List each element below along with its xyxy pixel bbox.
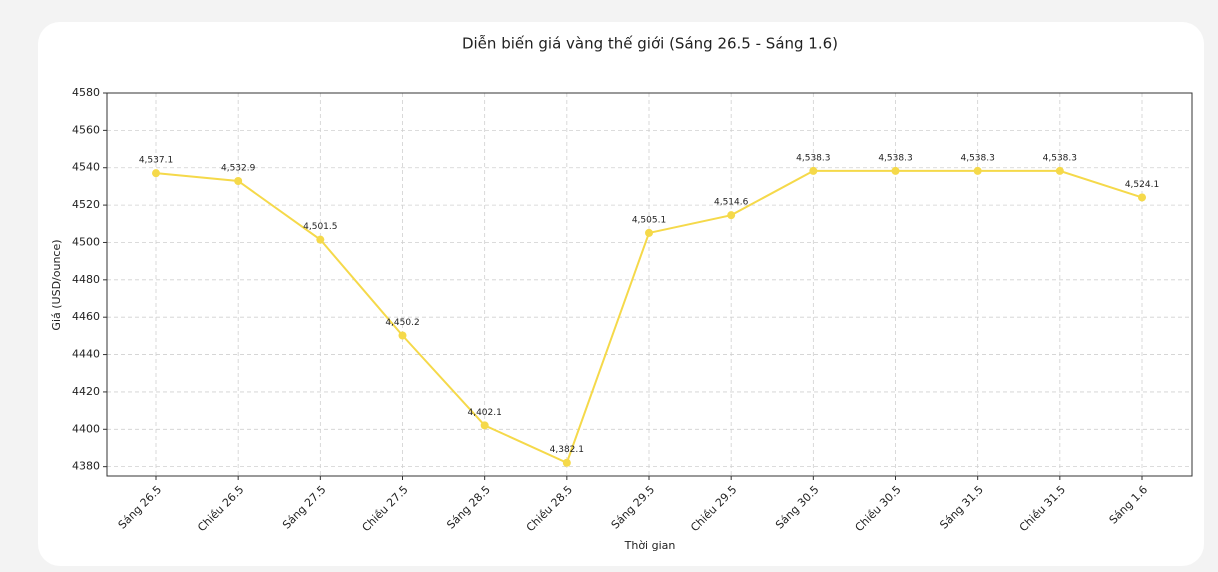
data-label: 4,532.9 [221,163,256,173]
y-tick-label: 4520 [72,198,100,211]
data-label: 4,450.2 [385,318,419,328]
data-label: 4,501.5 [303,222,337,232]
point [645,228,653,237]
point [562,458,571,467]
data-label: 4,537.1 [139,156,173,166]
y-tick-label: 4580 [72,86,100,99]
y-tick-label: 4420 [72,385,100,398]
point [234,176,243,185]
point [152,169,160,178]
point [809,166,818,175]
y-tick-label: 4400 [72,422,100,435]
y-axis-label: Giá (USD/ounce) [50,239,63,330]
point [398,331,407,340]
chart-title: Diễn biến giá vàng thế giới (Sáng 26.5 -… [462,35,838,53]
y-tick-label: 4440 [72,348,100,361]
data-label: 4,505.1 [632,215,666,225]
point [1055,166,1064,175]
data-label: 4,538.3 [960,153,994,163]
data-label: 4,514.6 [714,198,749,208]
point [316,235,325,244]
y-tick-label: 4540 [72,161,100,174]
data-label: 4,402.1 [467,408,501,418]
y-tick-label: 4460 [72,310,100,323]
plot-frame [106,92,1193,477]
point [1138,193,1146,202]
y-tick-label: 4500 [72,235,100,248]
y-tick-label: 4480 [72,273,100,286]
data-label: 4,382.1 [550,445,584,455]
point [973,166,982,175]
x-axis-label: Thời gian [624,539,676,552]
point [480,421,489,430]
point [891,166,900,175]
data-label: 4,538.3 [796,153,830,163]
data-label: 4,538.3 [1043,153,1077,163]
data-label: 4,524.1 [1125,180,1159,190]
y-tick-label: 4380 [72,460,100,473]
data-label: 4,538.3 [878,153,912,163]
card [38,22,1204,566]
y-tick-label: 4560 [72,123,100,136]
point [727,211,736,220]
